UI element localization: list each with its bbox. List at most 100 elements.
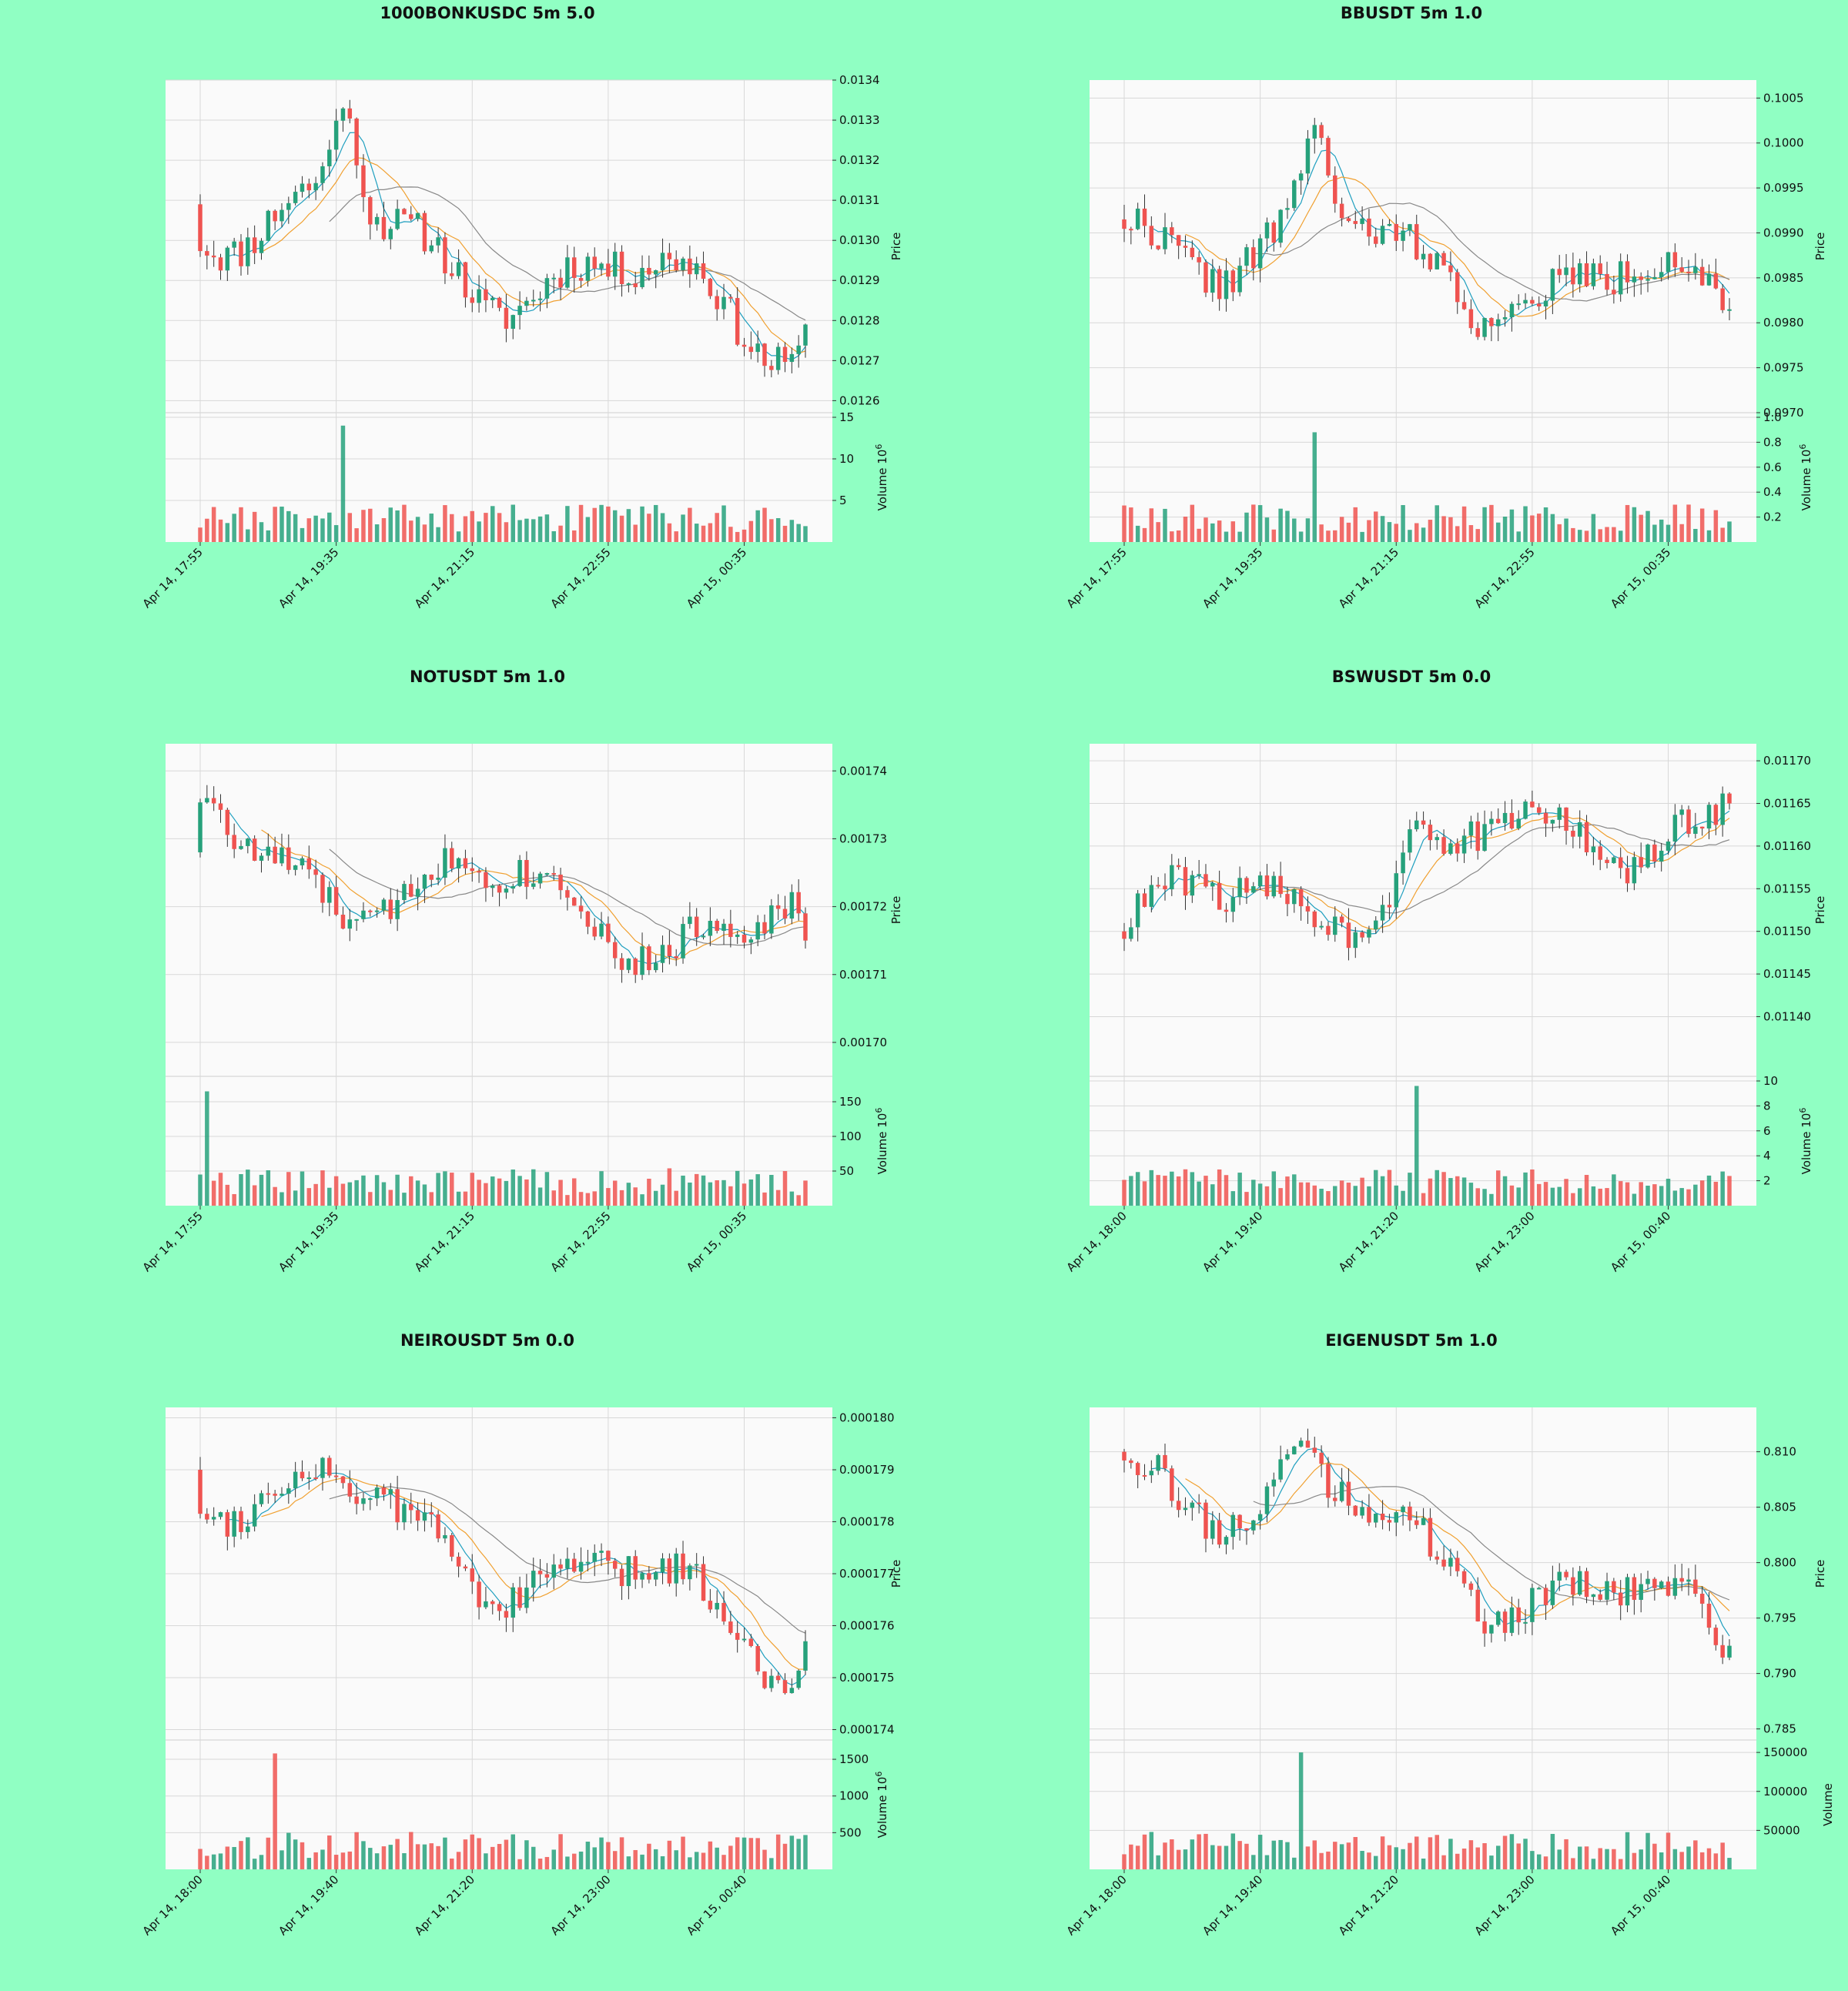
volume-bar	[246, 529, 250, 542]
volume-bar	[592, 1191, 597, 1206]
volume-bar	[1401, 1849, 1405, 1869]
candle-body	[688, 258, 692, 275]
volume-tick-label: 15	[839, 410, 854, 424]
candle-body	[742, 344, 747, 347]
candle-body	[1428, 253, 1433, 269]
volume-bar	[1557, 524, 1562, 542]
volume-bar	[769, 519, 774, 542]
volume-bar	[775, 1834, 781, 1869]
volume-bar	[1298, 1752, 1304, 1869]
volume-bar	[694, 524, 699, 542]
volume-bar	[252, 511, 257, 542]
candle-body	[667, 253, 672, 259]
volume-bar	[1285, 1842, 1290, 1869]
candle-body	[497, 885, 502, 893]
volume-bar	[1190, 504, 1195, 542]
candle-body	[674, 1553, 678, 1584]
volume-bar	[429, 514, 434, 542]
volume-tick-label: 8	[1763, 1099, 1771, 1113]
volume-bar	[565, 1856, 570, 1869]
volume-exponent: 6	[874, 1108, 884, 1113]
candle-body	[1374, 920, 1378, 930]
candle-body	[1414, 1520, 1419, 1525]
volume-bar	[558, 525, 563, 542]
candle-body	[667, 945, 672, 956]
volume-bar	[1577, 1846, 1582, 1869]
volume-bar	[1720, 527, 1725, 542]
volume-bar	[633, 1849, 638, 1869]
candle-body	[1557, 269, 1562, 276]
volume-bar	[280, 507, 284, 542]
candle-body	[1210, 1520, 1215, 1539]
volume-bar	[715, 513, 719, 542]
volume-bar	[633, 1187, 638, 1206]
volume-bar	[1693, 528, 1698, 542]
plot-background	[166, 80, 832, 542]
candle-body	[571, 257, 577, 279]
candle-body	[1461, 835, 1467, 854]
candle-body	[1353, 221, 1358, 224]
price-axis-label: Price	[889, 1560, 903, 1588]
candle-body	[1489, 318, 1494, 326]
candle-body	[429, 875, 434, 880]
volume-bar	[1598, 529, 1602, 542]
candle-body	[320, 166, 325, 183]
candle-body	[327, 1457, 332, 1476]
volume-bar	[1244, 1192, 1249, 1206]
candle-body	[1176, 1501, 1181, 1511]
candle-body	[415, 1510, 420, 1521]
candle-body	[463, 1566, 468, 1569]
moving-average-line	[1253, 1486, 1730, 1602]
volume-bar	[1672, 504, 1678, 542]
x-tick-label: Apr 14, 23:00	[1471, 1872, 1537, 1938]
volume-bar	[537, 1859, 543, 1869]
volume-bar	[388, 1190, 393, 1206]
candle-body	[1720, 793, 1725, 825]
candle-body	[1699, 266, 1705, 286]
candle-body	[1509, 303, 1515, 318]
volume-bar	[1292, 1857, 1297, 1869]
volume-bar	[578, 1192, 584, 1206]
volume-bar	[205, 1855, 209, 1869]
candle-body	[551, 1564, 556, 1578]
volume-bar	[1387, 522, 1392, 542]
volume-bar	[571, 1178, 577, 1206]
price-tick-label: 0.01155	[1763, 882, 1811, 895]
volume-bar	[1305, 518, 1311, 542]
candle-body	[1271, 222, 1277, 243]
volume-bar	[612, 1180, 618, 1206]
volume-bar	[1264, 1855, 1270, 1869]
volume-bar	[1129, 1844, 1133, 1869]
candle-body	[239, 241, 243, 266]
candle-body	[1170, 1468, 1174, 1501]
volume-bar	[1495, 522, 1501, 542]
candle-body	[565, 257, 570, 288]
candle-body	[347, 1483, 353, 1497]
volume-bar	[1333, 1842, 1337, 1869]
candle-body	[1659, 850, 1664, 862]
candle-body	[456, 1556, 461, 1567]
x-tick-label: Apr 14, 19:40	[276, 1872, 341, 1938]
price-tick-label: 0.0131	[839, 193, 880, 207]
candle-body	[1312, 125, 1317, 139]
volume-bar	[1482, 1843, 1487, 1869]
price-tick-label: 0.01170	[1763, 754, 1811, 768]
candle-body	[1625, 868, 1630, 884]
price-axis-label: Price	[1813, 1560, 1827, 1588]
volume-bar	[443, 1171, 447, 1206]
volume-tick-label: 1000	[839, 1789, 869, 1803]
volume-bar	[1543, 1856, 1548, 1869]
volume-bar	[1448, 517, 1453, 542]
candle-body	[1720, 1645, 1725, 1658]
candle-body	[1163, 885, 1167, 890]
volume-bar	[626, 1183, 631, 1206]
volume-bar	[280, 1850, 284, 1869]
candle-body	[1679, 1578, 1684, 1582]
volume-bar	[803, 1835, 808, 1869]
x-tick-label: Apr 14, 21:20	[1336, 1209, 1401, 1274]
volume-bar	[211, 1180, 216, 1206]
candle-body	[218, 803, 223, 810]
candle-body	[1163, 1454, 1167, 1469]
x-tick-label: Apr 15, 00:40	[684, 1872, 749, 1938]
candle-body	[388, 1489, 393, 1495]
